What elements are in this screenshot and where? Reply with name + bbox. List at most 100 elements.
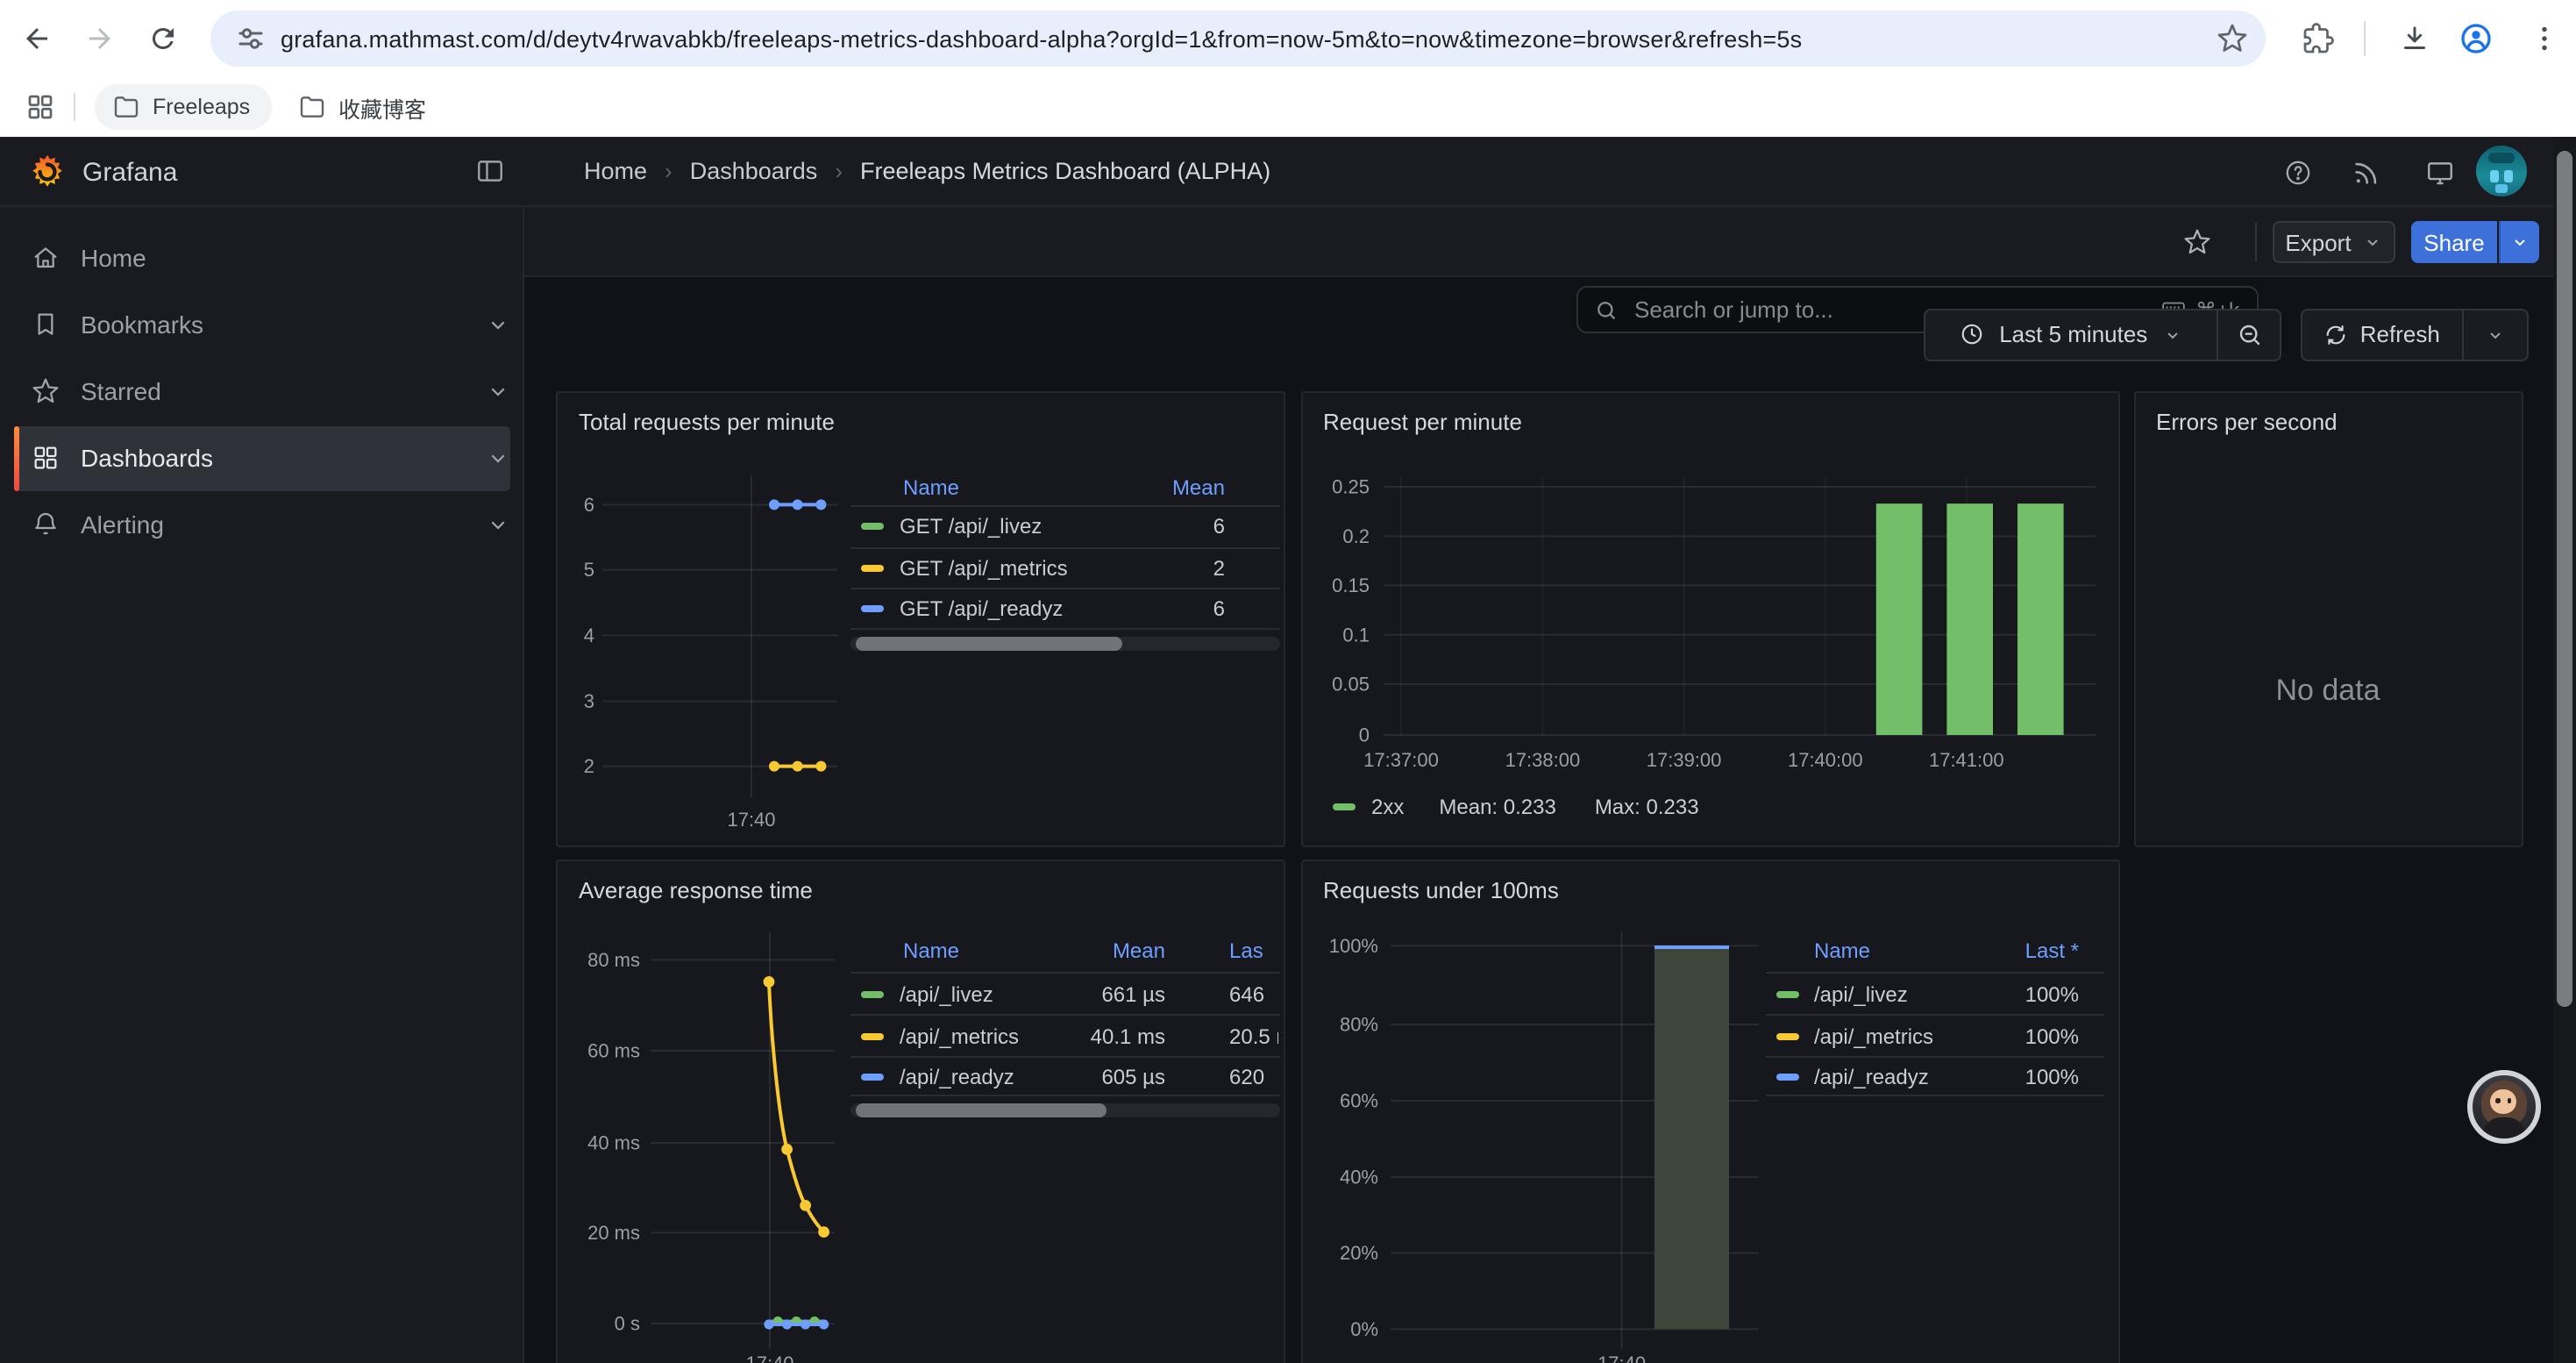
panel-request-per-minute[interactable]: Request per minute 0.25 0.2 0.15 0.1 0.0… xyxy=(1300,391,2119,847)
url-text[interactable]: grafana.mathmast.com/d/deytv4rwavabkb/fr… xyxy=(281,25,1802,52)
news-rss-icon[interactable] xyxy=(2352,157,2381,187)
page-scrollbar-thumb[interactable] xyxy=(2557,151,2572,1007)
extensions-icon[interactable] xyxy=(2302,23,2334,54)
legend-col-last[interactable]: Last * xyxy=(2025,938,2079,963)
legend-row[interactable]: GET /api/_metrics 2 xyxy=(850,548,1280,588)
chevron-down-icon xyxy=(2362,232,2383,253)
sidebar-item-home[interactable]: Home xyxy=(14,225,510,290)
x-tick-label: 17:37:00 xyxy=(1363,749,1438,771)
legend-scrollbar[interactable] xyxy=(850,636,1280,650)
chevron-down-icon[interactable] xyxy=(484,310,512,339)
zoom-out-time-button[interactable] xyxy=(2217,310,2280,359)
series-swatch-green xyxy=(861,524,884,531)
series-name[interactable]: GET /api/_readyz xyxy=(900,597,1063,622)
breadcrumb-page-title: Freeleaps Metrics Dashboard (ALPHA) xyxy=(860,158,1270,184)
profile-icon[interactable] xyxy=(2459,21,2494,56)
legend-row[interactable]: /api/_livez 100% xyxy=(1765,974,2103,1014)
bookmark-star-icon[interactable] xyxy=(2217,23,2248,54)
search-placeholder: Search or jump to... xyxy=(1634,296,1833,323)
user-avatar[interactable] xyxy=(2476,146,2527,196)
y-tick-label: 60 ms xyxy=(587,1040,640,1062)
series-name[interactable]: GET /api/_metrics xyxy=(900,556,1068,581)
favorite-star-icon[interactable] xyxy=(2183,228,2211,256)
legend-scrollbar[interactable] xyxy=(850,1103,1280,1117)
export-button[interactable]: Export xyxy=(2273,221,2395,263)
help-icon[interactable] xyxy=(2283,157,2313,187)
legend-header: Name Mean xyxy=(850,472,1280,503)
sidebar-item-alerting[interactable]: Alerting xyxy=(14,492,510,557)
legend-row[interactable]: /api/_readyz 605 µs 620 xyxy=(850,1057,1280,1097)
legend-header: Name Last * xyxy=(1765,935,2103,967)
url-bar[interactable]: grafana.mathmast.com/d/deytv4rwavabkb/fr… xyxy=(210,11,2266,67)
bookmark-blogs[interactable]: 收藏博客 xyxy=(281,84,447,130)
legend-col-name[interactable]: Name xyxy=(1814,938,1870,963)
series-name[interactable]: /api/_metrics xyxy=(900,1024,1019,1048)
series-swatch-green xyxy=(1775,990,1798,997)
reload-icon[interactable] xyxy=(147,23,179,54)
site-settings-icon[interactable] xyxy=(235,23,267,54)
legend-col-name[interactable]: Name xyxy=(903,475,959,500)
breadcrumb-home[interactable]: Home xyxy=(584,158,647,184)
sidebar-item-dashboards[interactable]: Dashboards xyxy=(14,425,510,490)
legend-row[interactable]: GET /api/_readyz 6 xyxy=(850,589,1280,629)
series-last: 646 xyxy=(1229,981,1278,1006)
panel-requests-under-100ms[interactable]: Requests under 100ms 100% 80% 60% 40% 20… xyxy=(1300,860,2119,1363)
y-tick-label: 0.05 xyxy=(1331,674,1369,696)
avatar-face xyxy=(2490,1089,2516,1114)
screen-share-icon[interactable] xyxy=(2425,157,2455,187)
apps-grid-icon[interactable] xyxy=(25,91,56,123)
legend-row[interactable]: /api/_metrics 100% xyxy=(1765,1016,2103,1056)
bookmark-freeleaps[interactable]: Freeleaps xyxy=(95,84,271,130)
refresh-button[interactable]: Refresh xyxy=(2302,310,2462,359)
chevron-down-icon[interactable] xyxy=(484,510,512,539)
assistant-avatar[interactable] xyxy=(2466,1070,2540,1144)
grafana-header: Grafana Home › Dashboards › Freeleaps Me… xyxy=(0,137,2576,207)
refresh-interval-dropdown[interactable] xyxy=(2462,310,2526,359)
series-name[interactable]: /api/_readyz xyxy=(1814,1065,1929,1089)
series-name[interactable]: /api/_metrics xyxy=(1814,1024,1933,1048)
breadcrumb-separator: › xyxy=(665,158,672,184)
series-last: 620 xyxy=(1229,1065,1278,1089)
chevron-down-icon[interactable] xyxy=(484,444,512,472)
legend-col-mean[interactable]: Mean xyxy=(1172,475,1225,500)
share-dropdown-button[interactable] xyxy=(2499,221,2538,263)
sidebar-item-starred[interactable]: Starred xyxy=(14,359,510,424)
panel-title[interactable]: Errors per second xyxy=(2156,409,2338,435)
legend-row[interactable]: /api/_readyz 100% xyxy=(1765,1057,2103,1097)
breadcrumb-dashboards[interactable]: Dashboards xyxy=(690,158,818,184)
legend-row[interactable]: /api/_metrics 40.1 ms 20.5 m xyxy=(850,1016,1280,1056)
bell-icon xyxy=(32,510,60,539)
legend-scrollbar-thumb[interactable] xyxy=(856,1103,1107,1117)
panel-avg-response-time[interactable]: Average response time 80 ms 60 ms 40 ms … xyxy=(556,860,1285,1363)
series-name[interactable]: GET /api/_livez xyxy=(900,515,1042,539)
chevron-down-icon[interactable] xyxy=(484,377,512,405)
series-name[interactable]: /api/_livez xyxy=(1814,981,1908,1006)
browser-menu-icon[interactable] xyxy=(2529,23,2560,54)
bookmark-label: 收藏博客 xyxy=(338,90,426,124)
sidebar-item-bookmarks[interactable]: Bookmarks xyxy=(14,292,510,357)
legend-row[interactable]: /api/_livez 661 µs 646 xyxy=(850,974,1280,1014)
legend-col-last[interactable]: Las xyxy=(1229,938,1278,963)
series-mean: 40.1 ms xyxy=(1091,1024,1165,1048)
sidebar-collapse-icon[interactable] xyxy=(475,156,505,186)
series-name[interactable]: /api/_livez xyxy=(900,981,993,1006)
chevron-down-icon xyxy=(2161,324,2182,345)
panel-errors-per-second[interactable]: Errors per second No data xyxy=(2133,391,2523,847)
legend-series-name[interactable]: 2xx xyxy=(1371,794,1404,818)
legend-scrollbar-thumb[interactable] xyxy=(856,636,1122,650)
share-button[interactable]: Share xyxy=(2411,221,2497,263)
grafana-logo[interactable] xyxy=(28,153,67,191)
legend-col-mean[interactable]: Mean xyxy=(1113,938,1165,963)
avatar-detail xyxy=(2504,170,2513,182)
downloads-icon[interactable] xyxy=(2399,23,2430,54)
x-tick-label: 17:40 xyxy=(1597,1352,1645,1363)
sidebar-item-label: Dashboards xyxy=(81,444,213,472)
legend-row[interactable]: GET /api/_livez 6 xyxy=(850,507,1280,546)
time-range-picker[interactable]: Last 5 minutes xyxy=(1925,310,2217,359)
series-name[interactable]: /api/_readyz xyxy=(900,1065,1014,1089)
back-icon[interactable] xyxy=(21,23,53,54)
panel-total-requests[interactable]: Total requests per minute 6 5 4 3 2 17:4… xyxy=(556,391,1285,847)
series-last: 100% xyxy=(2025,1065,2079,1089)
legend-col-name[interactable]: Name xyxy=(903,938,959,963)
forward-icon[interactable] xyxy=(84,23,116,54)
